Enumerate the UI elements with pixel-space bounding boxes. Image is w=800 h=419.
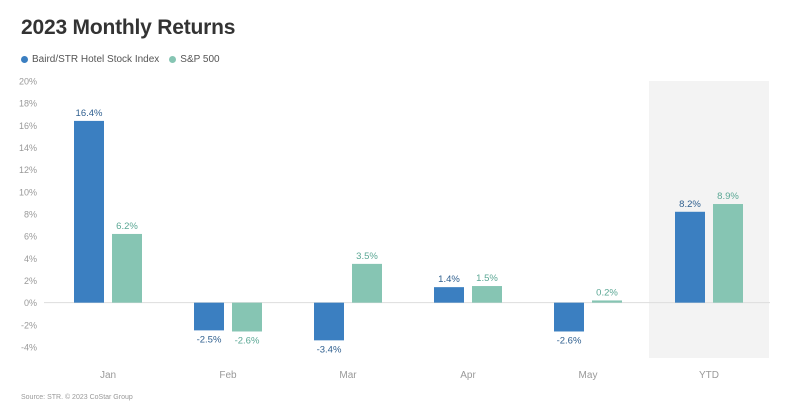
x-tick-label: Mar bbox=[339, 370, 357, 381]
y-tick-label: 2% bbox=[24, 276, 37, 286]
legend-item-baird: Baird/STR Hotel Stock Index bbox=[21, 54, 159, 65]
bar-baird-jan bbox=[74, 120, 104, 303]
data-label-baird-may: -2.6% bbox=[557, 335, 582, 346]
source-note: Source: STR. © 2023 CoStar Group bbox=[21, 394, 133, 401]
data-label-baird-apr: 1.4% bbox=[438, 274, 460, 285]
y-tick-label: 4% bbox=[24, 254, 37, 264]
bar-sp500-jan bbox=[112, 233, 142, 303]
bar-sp500-may bbox=[592, 300, 622, 303]
data-label-sp500-ytd: 8.9% bbox=[717, 191, 739, 202]
data-label-baird-jan: 16.4% bbox=[76, 108, 103, 119]
data-label-sp500-feb: -2.6% bbox=[235, 335, 260, 346]
data-label-sp500-mar: 3.5% bbox=[356, 251, 378, 262]
y-tick-label: 6% bbox=[24, 232, 37, 242]
bar-baird-may bbox=[554, 302, 584, 332]
x-tick-label: May bbox=[579, 370, 598, 381]
y-tick-label: 20% bbox=[19, 77, 37, 87]
y-tick-label: 0% bbox=[24, 298, 37, 308]
bar-sp500-feb bbox=[232, 302, 262, 332]
bar-sp500-apr bbox=[472, 286, 502, 303]
legend-item-sp500: S&P 500 bbox=[169, 54, 220, 65]
legend-label-sp500: S&P 500 bbox=[180, 54, 220, 65]
bar-baird-mar bbox=[314, 302, 344, 341]
legend-label-baird: Baird/STR Hotel Stock Index bbox=[32, 54, 160, 65]
x-tick-label: Apr bbox=[460, 370, 476, 381]
bar-sp500-mar bbox=[352, 263, 382, 303]
chart-title: 2023 Monthly Returns bbox=[21, 16, 236, 39]
bar-baird-ytd bbox=[675, 211, 705, 303]
x-tick-label: Jan bbox=[100, 370, 116, 381]
legend-swatch-sp500 bbox=[169, 56, 177, 63]
y-tick-label: 8% bbox=[24, 210, 37, 220]
data-label-sp500-may: 0.2% bbox=[596, 287, 618, 298]
highlight-band-ytd bbox=[649, 81, 769, 358]
bar-baird-apr bbox=[434, 287, 464, 303]
data-label-baird-ytd: 8.2% bbox=[679, 199, 701, 210]
data-label-sp500-jan: 6.2% bbox=[116, 221, 138, 232]
y-tick-label: 14% bbox=[19, 143, 37, 153]
x-tick-label: Feb bbox=[219, 370, 237, 381]
data-label-baird-feb: -2.5% bbox=[197, 334, 222, 345]
data-label-baird-mar: -3.4% bbox=[317, 344, 342, 355]
data-label-sp500-apr: 1.5% bbox=[476, 273, 498, 284]
x-tick-label: YTD bbox=[699, 370, 719, 381]
y-tick-label: 18% bbox=[19, 99, 37, 109]
y-tick-label: 12% bbox=[19, 165, 37, 175]
y-tick-label: 10% bbox=[19, 187, 37, 197]
legend-swatch-baird bbox=[21, 56, 28, 63]
legend: Baird/STR Hotel Stock Index S&P 500 bbox=[21, 54, 230, 65]
bar-sp500-ytd bbox=[713, 204, 743, 303]
y-tick-label: 16% bbox=[19, 121, 37, 131]
y-tick-label: -4% bbox=[21, 343, 37, 353]
bar-baird-feb bbox=[194, 302, 224, 331]
y-tick-label: -2% bbox=[21, 320, 37, 330]
